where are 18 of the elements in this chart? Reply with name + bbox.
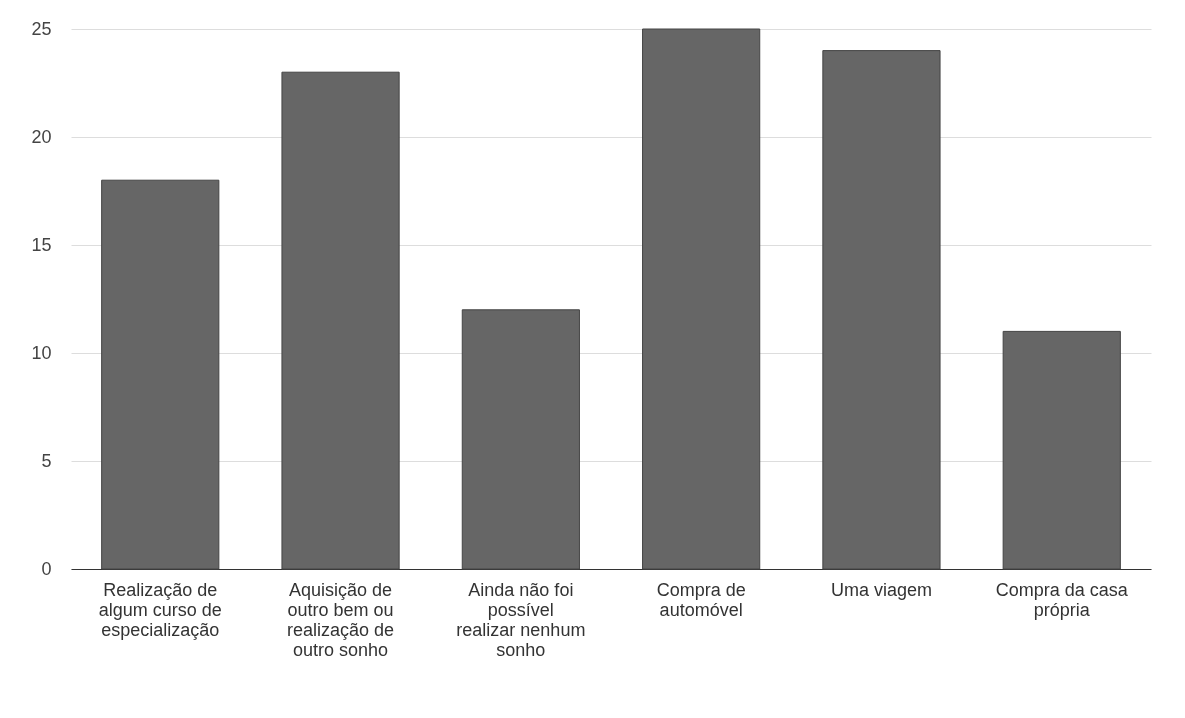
bar [822, 50, 941, 570]
y-tick-label: 10 [31, 342, 52, 363]
y-tick-label: 5 [41, 450, 52, 471]
bar [281, 71, 400, 570]
x-tick-label: Aquisição de outro bem ou realização de outro sonho [287, 579, 395, 660]
y-tick-label: 25 [31, 18, 52, 39]
y-tick-label: 0 [41, 558, 52, 579]
bar [642, 28, 761, 570]
x-tick-label: Ainda não foi possível realizar nenhum sonho [456, 579, 586, 660]
x-tick-label: Compra da casa própria [995, 579, 1129, 620]
x-tick-label: Uma viagem [830, 579, 932, 600]
bar [101, 179, 220, 570]
x-tick-label: Realização de algum curso de especialização [98, 579, 222, 640]
y-tick-label: 15 [31, 234, 52, 255]
x-tick-label: Compra de automóvel [656, 579, 746, 620]
bar [1002, 330, 1121, 570]
y-tick-label: 20 [31, 126, 52, 147]
bar [461, 309, 580, 570]
